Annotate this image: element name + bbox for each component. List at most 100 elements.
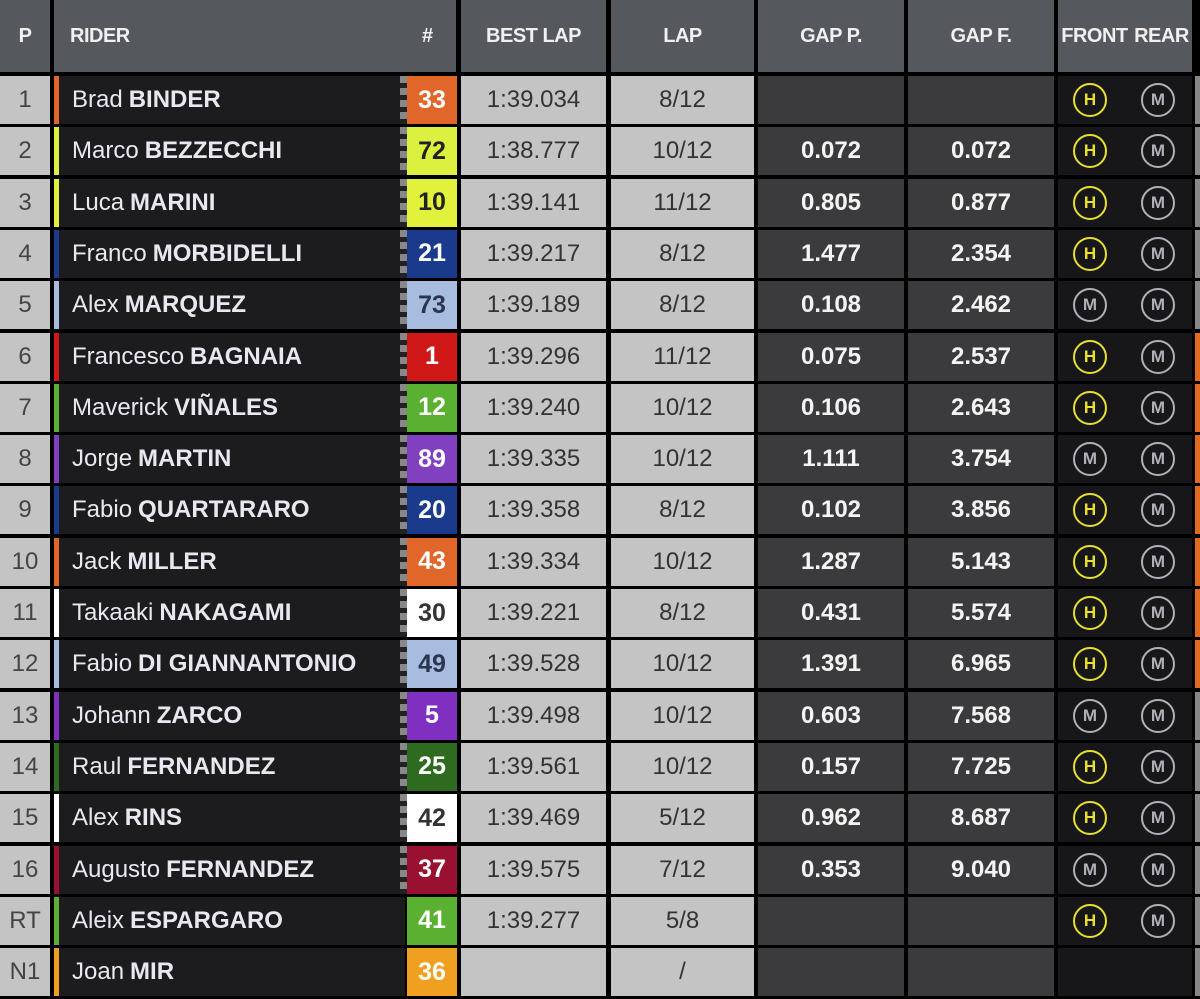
rear-tyre-icon: M	[1141, 236, 1175, 271]
lap-count: 10/12	[611, 742, 754, 791]
rider-last-name: MARQUEZ	[124, 291, 247, 319]
rider-first-name: Luca	[72, 188, 125, 216]
checkered-flag-icon	[400, 794, 407, 843]
table-row[interactable]: 2 Marco BEZZECCHI 72 1:38.777 10/12 0.07…	[0, 127, 1200, 176]
gap-first: 3.856	[908, 486, 1054, 535]
lap-count: 10/12	[611, 537, 754, 586]
lap-count: 10/12	[611, 691, 754, 740]
rider-name: Marco BEZZECCHI	[59, 127, 405, 176]
rider-number: 5	[407, 691, 457, 740]
status-edge	[1195, 332, 1200, 381]
best-lap: 1:39.217	[461, 229, 606, 278]
front-tyre-icon: H	[1073, 801, 1107, 836]
front-tyre-icon: H	[1073, 339, 1107, 374]
lap-count: 8/12	[611, 76, 754, 124]
rear-tyre-icon: M	[1141, 852, 1175, 887]
rider-number: 1	[407, 332, 457, 381]
header-position[interactable]: P	[0, 0, 50, 72]
table-row[interactable]: 9 Fabio QUARTARARO 20 1:39.358 8/12 0.10…	[0, 486, 1200, 535]
checkered-flag-icon	[400, 537, 407, 586]
header-best-lap[interactable]: BEST LAP	[461, 0, 606, 72]
table-row[interactable]: 8 Jorge MARTIN 89 1:39.335 10/12 1.111 3…	[0, 435, 1200, 484]
rear-tyre-icon: M	[1141, 390, 1175, 425]
gap-first	[908, 76, 1054, 124]
table-row[interactable]: 11 Takaaki NAKAGAMI 30 1:39.221 8/12 0.4…	[0, 589, 1200, 637]
team-color-stripe	[54, 229, 59, 278]
rear-tyre-icon: M	[1141, 493, 1175, 528]
position: 2	[0, 127, 50, 176]
lap-count: 11/12	[611, 332, 754, 381]
table-row[interactable]: 4 Franco MORBIDELLI 21 1:39.217 8/12 1.4…	[0, 229, 1200, 278]
status-edge	[1195, 640, 1200, 689]
header-rider[interactable]: RIDER #	[54, 0, 456, 72]
gap-previous: 0.962	[758, 794, 904, 843]
position: 8	[0, 435, 50, 484]
team-color-stripe	[54, 640, 59, 689]
gap-first: 8.687	[908, 794, 1054, 843]
rider-number: 73	[407, 281, 457, 330]
position: 7	[0, 383, 50, 432]
rider-name: Joan MIR	[59, 948, 405, 997]
lap-count: 5/8	[611, 896, 754, 945]
checkered-flag-icon	[400, 486, 407, 535]
rider-last-name: MILLER	[127, 547, 217, 575]
status-edge	[1195, 896, 1200, 945]
header-gap-previous[interactable]: GAP P.	[758, 0, 904, 72]
gap-previous: 0.072	[758, 127, 904, 176]
rider-last-name: VIÑALES	[174, 393, 279, 421]
table-row[interactable]: 16 Augusto FERNANDEZ 37 1:39.575 7/12 0.…	[0, 845, 1200, 894]
table-row[interactable]: 10 Jack MILLER 43 1:39.334 10/12 1.287 5…	[0, 537, 1200, 586]
table-row[interactable]: 14 Raul FERNANDEZ 25 1:39.561 10/12 0.15…	[0, 742, 1200, 791]
table-row[interactable]: N1 Joan MIR 36 /	[0, 948, 1200, 997]
rear-tyre-icon: M	[1141, 596, 1175, 630]
gap-first: 3.754	[908, 435, 1054, 484]
lap-count: 8/12	[611, 486, 754, 535]
header-gap-first[interactable]: GAP F.	[908, 0, 1054, 72]
table-row[interactable]: 7 Maverick VIÑALES 12 1:39.240 10/12 0.1…	[0, 383, 1200, 432]
rider-last-name: QUARTARARO	[138, 496, 310, 524]
front-tyre-icon: H	[1073, 903, 1107, 938]
table-row[interactable]: 15 Alex RINS 42 1:39.469 5/12 0.962 8.68…	[0, 794, 1200, 843]
rider-number: 36	[407, 948, 457, 997]
gap-first: 7.568	[908, 691, 1054, 740]
header-lap[interactable]: LAP	[611, 0, 754, 72]
checkered-flag-icon	[400, 435, 407, 484]
table-row[interactable]: 3 Luca MARINI 10 1:39.141 11/12 0.805 0.…	[0, 178, 1200, 227]
table-row[interactable]: 5 Alex MARQUEZ 73 1:39.189 8/12 0.108 2.…	[0, 281, 1200, 330]
table-row[interactable]: 6 Francesco BAGNAIA 1 1:39.296 11/12 0.0…	[0, 332, 1200, 381]
rider-first-name: Marco	[72, 137, 139, 165]
position: 3	[0, 178, 50, 227]
checkered-flag-icon	[400, 229, 407, 278]
checkered-flag-icon	[400, 281, 407, 330]
gap-first: 2.462	[908, 281, 1054, 330]
lap-count: 10/12	[611, 435, 754, 484]
rider-name: Alex RINS	[59, 794, 405, 843]
rider-number: 43	[407, 537, 457, 586]
best-lap: 1:39.141	[461, 178, 606, 227]
rider-name: Jorge MARTIN	[59, 435, 405, 484]
position: RT	[0, 896, 50, 945]
rider-last-name: FERNANDEZ	[127, 752, 276, 780]
best-lap: 1:39.469	[461, 794, 606, 843]
status-edge	[1195, 794, 1200, 843]
table-row[interactable]: 13 Johann ZARCO 5 1:39.498 10/12 0.603 7…	[0, 691, 1200, 740]
team-color-stripe	[54, 435, 59, 484]
rider-last-name: DI GIANNANTONIO	[138, 650, 357, 678]
team-color-stripe	[54, 537, 59, 586]
gap-previous: 1.287	[758, 537, 904, 586]
status-edge	[1195, 537, 1200, 586]
lap-count: 7/12	[611, 845, 754, 894]
status-edge	[1195, 127, 1200, 176]
best-lap	[461, 948, 606, 997]
rider-first-name: Jorge	[72, 445, 133, 473]
table-row[interactable]: 12 Fabio DI GIANNANTONIO 49 1:39.528 10/…	[0, 640, 1200, 689]
best-lap: 1:39.034	[461, 76, 606, 124]
best-lap: 1:39.528	[461, 640, 606, 689]
